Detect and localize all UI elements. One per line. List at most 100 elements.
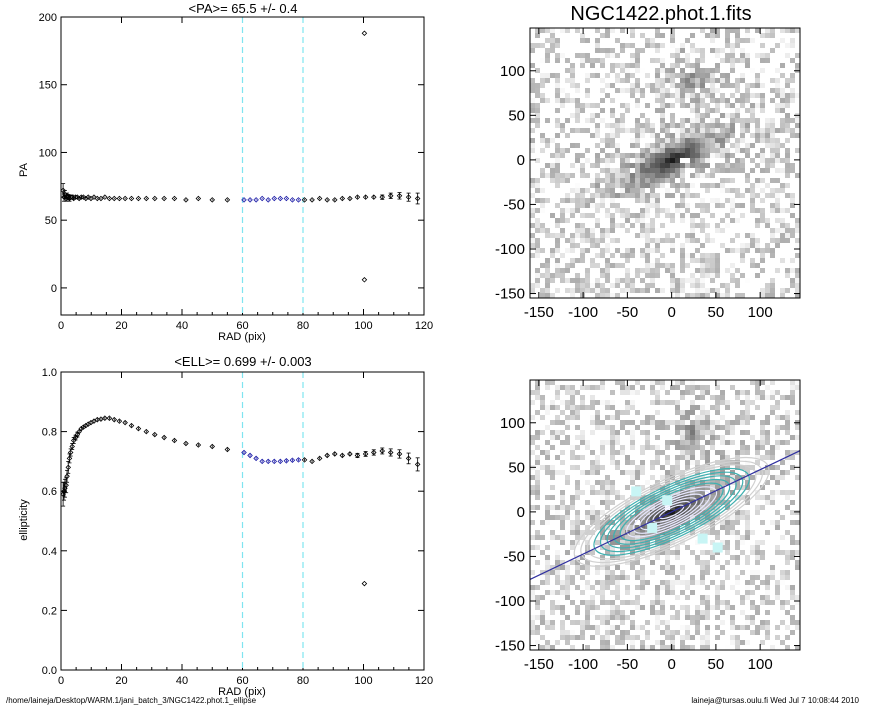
pa-profile-chart: <PA>= 65.5 +/- 0.4 0 20 40 60 80 100 120 0 50 100… [18, 1, 433, 343]
data-point [247, 452, 253, 459]
data-point [259, 195, 265, 202]
data-point [143, 428, 150, 435]
data-point [152, 431, 158, 438]
y-tick-label: 0.6 [42, 486, 57, 498]
data-point [161, 195, 167, 202]
data-point [309, 458, 315, 465]
data-point [387, 193, 394, 199]
data-point [414, 195, 421, 202]
data-point [111, 416, 118, 423]
x-tick-label: 0 [58, 675, 64, 687]
data-point [83, 195, 89, 202]
data-point [98, 195, 104, 202]
data-point [122, 195, 128, 202]
x-tick-label: 50 [708, 656, 725, 673]
x-tick-label: 80 [297, 675, 309, 687]
data-point [339, 195, 346, 202]
file-path-footer: /home/laineja/Desktop/WARM.1/jani_batch_… [6, 696, 257, 705]
data-point [331, 197, 338, 203]
data-point [324, 452, 330, 459]
data-point [69, 443, 75, 450]
x-tick-label: 120 [415, 320, 433, 332]
x-tick-label: -100 [568, 656, 598, 673]
data-point [253, 197, 259, 203]
data-point [277, 195, 284, 202]
data-point [301, 197, 308, 203]
data-point [277, 458, 284, 465]
data-point [72, 434, 79, 441]
data-point [209, 197, 216, 203]
data-point [152, 195, 158, 202]
data-point [209, 443, 216, 450]
x-tick-label: -50 [617, 304, 639, 321]
major-axis-line [530, 449, 800, 581]
data-point [63, 482, 69, 489]
x-tick-label: 50 [708, 304, 725, 321]
data-point [361, 30, 368, 37]
y-tick-label: -100 [495, 241, 525, 258]
ellipticity-profile-chart: <ELL>= 0.699 +/- 0.003 0 20 40 60 80 100 120 0.… [18, 354, 433, 698]
data-point [301, 457, 308, 463]
data-point [183, 440, 189, 447]
pa-plot-frame [60, 16, 425, 316]
data-point [241, 197, 247, 203]
y-tick-label: 0.8 [42, 427, 57, 439]
image-pixels [530, 380, 801, 651]
data-point [309, 197, 315, 203]
masked-region [647, 522, 658, 533]
y-tick-label: 50 [508, 459, 525, 476]
masked-region [712, 542, 723, 553]
data-point [253, 455, 259, 462]
data-point [289, 457, 296, 463]
x-tick-label: -150 [524, 304, 554, 321]
data-point [354, 452, 361, 459]
data-point [361, 580, 368, 587]
data-point [247, 197, 253, 203]
galaxy-image-panel: NGC1422.phot.1.fits -150 -100 -50 0 50 100-15… [495, 3, 801, 321]
data-point [316, 195, 323, 202]
galaxy-image-frame [529, 27, 801, 299]
ell-chart-title: <ELL>= 0.699 +/- 0.003 [174, 354, 311, 369]
x-tick-label: 100 [748, 304, 773, 321]
masked-region [662, 495, 673, 506]
data-point [371, 449, 377, 456]
data-point [347, 451, 353, 457]
data-point [66, 455, 73, 462]
image-pixels [530, 28, 801, 299]
x-tick-label: 0 [58, 320, 64, 332]
data-point [379, 448, 386, 454]
y-tick-label: 150 [39, 80, 57, 92]
data-point [65, 464, 72, 471]
data-point [271, 195, 278, 202]
data-point [362, 451, 369, 457]
y-tick-label: -150 [495, 638, 525, 655]
y-tick-label: 0.0 [42, 665, 57, 677]
ell-plot-frame [60, 371, 425, 671]
user-timestamp-footer: laineja@tursas.oulu.fi Wed Jul 7 10:08:4… [691, 696, 859, 705]
data-point [161, 434, 167, 441]
data-point [135, 195, 142, 202]
y-tick-label: -100 [495, 593, 525, 610]
pa-plot-area: 0 20 40 60 80 100 120 0 50 100 150 200 [39, 12, 434, 332]
y-tick-label: 50 [508, 107, 525, 124]
x-tick-label: -100 [568, 304, 598, 321]
data-point [128, 195, 135, 202]
data-point [122, 419, 128, 426]
y-tick-label: -150 [495, 286, 525, 303]
y-tick-label: 0 [517, 152, 525, 169]
data-point [171, 437, 178, 444]
x-tick-label: 100 [748, 656, 773, 673]
ell-x-axis-label: RAD (pix) [218, 686, 266, 698]
x-tick-label: 40 [176, 320, 188, 332]
data-point [106, 415, 113, 421]
data-point [379, 194, 386, 200]
data-point [316, 455, 323, 462]
data-point [116, 418, 123, 424]
data-point [361, 277, 368, 283]
y-tick-label: -50 [503, 548, 525, 565]
pa-chart-title: <PA>= 65.5 +/- 0.4 [189, 1, 298, 16]
data-point [283, 458, 290, 464]
data-point [70, 437, 77, 444]
data-point [339, 452, 346, 459]
masked-region [631, 486, 642, 497]
